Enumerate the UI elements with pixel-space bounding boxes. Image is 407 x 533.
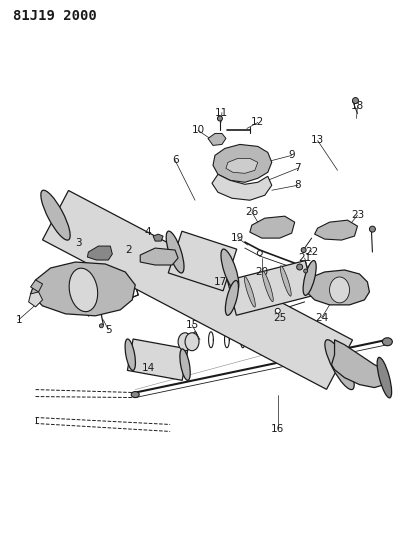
Polygon shape xyxy=(208,133,226,146)
Text: 81J19 2000: 81J19 2000 xyxy=(13,9,96,23)
Text: 23: 23 xyxy=(351,210,364,220)
Ellipse shape xyxy=(221,249,239,291)
Ellipse shape xyxy=(257,251,262,255)
Text: 8: 8 xyxy=(294,180,301,190)
Text: 4: 4 xyxy=(145,227,151,237)
Text: 14: 14 xyxy=(142,362,155,373)
Ellipse shape xyxy=(166,231,184,273)
Ellipse shape xyxy=(275,309,280,313)
Ellipse shape xyxy=(304,269,308,273)
Ellipse shape xyxy=(297,264,303,270)
Polygon shape xyxy=(228,261,314,315)
Ellipse shape xyxy=(69,268,98,312)
Polygon shape xyxy=(127,339,188,381)
Text: 21: 21 xyxy=(298,253,311,263)
Text: 25: 25 xyxy=(273,313,287,323)
Ellipse shape xyxy=(325,340,354,390)
Ellipse shape xyxy=(244,277,255,307)
Polygon shape xyxy=(85,285,138,316)
Ellipse shape xyxy=(99,324,103,328)
Text: 26: 26 xyxy=(245,207,258,217)
Ellipse shape xyxy=(330,277,350,303)
Ellipse shape xyxy=(303,261,316,295)
Text: 13: 13 xyxy=(311,135,324,146)
Polygon shape xyxy=(140,248,178,265)
Text: 7: 7 xyxy=(294,163,301,173)
Ellipse shape xyxy=(383,338,392,346)
Text: 3: 3 xyxy=(75,238,82,248)
Text: 19: 19 xyxy=(231,233,245,243)
Ellipse shape xyxy=(301,247,306,253)
Polygon shape xyxy=(31,280,43,292)
Ellipse shape xyxy=(377,357,392,398)
Text: 1: 1 xyxy=(15,315,22,325)
Ellipse shape xyxy=(180,349,190,381)
Polygon shape xyxy=(153,234,163,241)
Text: 6: 6 xyxy=(172,155,178,165)
Text: 15: 15 xyxy=(186,320,199,330)
Polygon shape xyxy=(250,216,295,238)
Polygon shape xyxy=(42,190,352,390)
Text: 20: 20 xyxy=(255,267,268,277)
Ellipse shape xyxy=(225,280,239,316)
Polygon shape xyxy=(31,262,135,316)
Ellipse shape xyxy=(352,98,359,103)
Ellipse shape xyxy=(125,339,136,370)
Polygon shape xyxy=(88,246,112,260)
Polygon shape xyxy=(226,158,258,173)
Text: 22: 22 xyxy=(305,247,318,257)
Ellipse shape xyxy=(370,226,375,232)
Text: 12: 12 xyxy=(251,117,265,127)
Text: 9: 9 xyxy=(289,150,295,160)
Text: 24: 24 xyxy=(315,313,328,323)
Ellipse shape xyxy=(280,266,291,296)
Text: 2: 2 xyxy=(125,245,131,255)
Polygon shape xyxy=(168,231,237,291)
Text: 5: 5 xyxy=(105,325,112,335)
Text: 18: 18 xyxy=(351,101,364,110)
Ellipse shape xyxy=(131,392,139,398)
Polygon shape xyxy=(28,292,43,307)
Polygon shape xyxy=(306,270,370,305)
Ellipse shape xyxy=(217,116,223,121)
Polygon shape xyxy=(212,174,272,200)
Polygon shape xyxy=(213,144,272,182)
Polygon shape xyxy=(315,220,357,240)
Text: 17: 17 xyxy=(213,277,227,287)
Ellipse shape xyxy=(263,271,273,302)
Polygon shape xyxy=(332,340,387,387)
Text: 11: 11 xyxy=(215,108,229,118)
Text: 10: 10 xyxy=(191,125,205,135)
Ellipse shape xyxy=(41,190,70,240)
Text: 16: 16 xyxy=(271,424,284,434)
Ellipse shape xyxy=(178,333,192,351)
Ellipse shape xyxy=(185,333,199,351)
